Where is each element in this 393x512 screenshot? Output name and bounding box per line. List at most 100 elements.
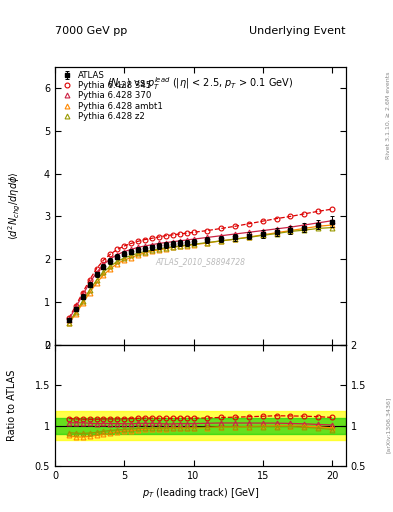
Pythia 6.428 370 bbox=[171, 239, 175, 245]
Pythia 6.428 ambt1 bbox=[233, 236, 237, 242]
Bar bbox=[55, 417, 346, 434]
Pythia 6.428 z2 bbox=[177, 243, 182, 249]
Pythia 6.428 z2 bbox=[163, 245, 168, 251]
Pythia 6.428 345 bbox=[171, 232, 175, 238]
Text: [arXiv:1306.3436]: [arXiv:1306.3436] bbox=[386, 397, 391, 453]
Line: Pythia 6.428 345: Pythia 6.428 345 bbox=[66, 207, 334, 321]
Pythia 6.428 z2 bbox=[108, 263, 113, 269]
Pythia 6.428 ambt1 bbox=[108, 266, 113, 272]
Pythia 6.428 z2 bbox=[101, 269, 106, 275]
Pythia 6.428 370 bbox=[122, 248, 127, 254]
X-axis label: $p_T$ (leading track) [GeV]: $p_T$ (leading track) [GeV] bbox=[142, 486, 259, 500]
Pythia 6.428 370 bbox=[330, 218, 334, 224]
Pythia 6.428 370 bbox=[87, 280, 92, 286]
Pythia 6.428 370 bbox=[205, 234, 210, 241]
Pythia 6.428 345 bbox=[184, 230, 189, 236]
Pythia 6.428 370 bbox=[177, 238, 182, 244]
Pythia 6.428 370 bbox=[316, 220, 321, 226]
Pythia 6.428 370 bbox=[94, 269, 99, 275]
Pythia 6.428 ambt1 bbox=[219, 238, 224, 244]
Line: Pythia 6.428 ambt1: Pythia 6.428 ambt1 bbox=[66, 223, 334, 326]
Pythia 6.428 ambt1 bbox=[115, 261, 120, 267]
Pythia 6.428 345 bbox=[136, 238, 140, 244]
Pythia 6.428 370 bbox=[73, 304, 78, 310]
Pythia 6.428 345 bbox=[274, 216, 279, 222]
Pythia 6.428 345 bbox=[163, 232, 168, 239]
Pythia 6.428 370 bbox=[233, 231, 237, 237]
Pythia 6.428 z2 bbox=[219, 238, 224, 244]
Pythia 6.428 ambt1 bbox=[246, 234, 251, 240]
Pythia 6.428 ambt1 bbox=[316, 223, 321, 229]
Pythia 6.428 ambt1 bbox=[288, 227, 293, 233]
Pythia 6.428 z2 bbox=[66, 319, 71, 326]
Pythia 6.428 345 bbox=[302, 211, 307, 217]
Pythia 6.428 z2 bbox=[330, 224, 334, 230]
Text: 7000 GeV pp: 7000 GeV pp bbox=[55, 26, 127, 36]
Line: Pythia 6.428 z2: Pythia 6.428 z2 bbox=[66, 225, 334, 325]
Pythia 6.428 345 bbox=[233, 223, 237, 229]
Pythia 6.428 z2 bbox=[129, 252, 134, 259]
Pythia 6.428 370 bbox=[219, 232, 224, 239]
Text: $\langle N_{ch}\rangle$ vs $p_T^{lead}$ ($|\eta|$ < 2.5, $p_T$ > 0.1 GeV): $\langle N_{ch}\rangle$ vs $p_T^{lead}$ … bbox=[107, 75, 294, 92]
Pythia 6.428 ambt1 bbox=[302, 225, 307, 231]
Pythia 6.428 ambt1 bbox=[73, 311, 78, 317]
Pythia 6.428 ambt1 bbox=[330, 222, 334, 228]
Pythia 6.428 370 bbox=[274, 226, 279, 232]
Pythia 6.428 ambt1 bbox=[150, 248, 154, 254]
Pythia 6.428 370 bbox=[80, 292, 85, 298]
Line: Pythia 6.428 370: Pythia 6.428 370 bbox=[66, 218, 334, 322]
Pythia 6.428 345 bbox=[261, 218, 265, 224]
Pythia 6.428 ambt1 bbox=[122, 257, 127, 263]
Pythia 6.428 345 bbox=[66, 315, 71, 322]
Pythia 6.428 z2 bbox=[316, 225, 321, 231]
Pythia 6.428 345 bbox=[316, 208, 321, 215]
Pythia 6.428 z2 bbox=[122, 255, 127, 261]
Pythia 6.428 ambt1 bbox=[101, 272, 106, 278]
Pythia 6.428 370 bbox=[129, 246, 134, 252]
Pythia 6.428 345 bbox=[94, 266, 99, 272]
Pythia 6.428 345 bbox=[122, 243, 127, 249]
Pythia 6.428 370 bbox=[163, 240, 168, 246]
Pythia 6.428 345 bbox=[219, 225, 224, 231]
Pythia 6.428 z2 bbox=[246, 234, 251, 241]
Pythia 6.428 370 bbox=[115, 251, 120, 258]
Pythia 6.428 370 bbox=[156, 240, 161, 246]
Pythia 6.428 z2 bbox=[171, 244, 175, 250]
Pythia 6.428 370 bbox=[191, 236, 196, 242]
Pythia 6.428 345 bbox=[191, 229, 196, 236]
Pythia 6.428 ambt1 bbox=[156, 247, 161, 253]
Text: Underlying Event: Underlying Event bbox=[249, 26, 346, 36]
Pythia 6.428 z2 bbox=[115, 259, 120, 265]
Pythia 6.428 370 bbox=[261, 227, 265, 233]
Pythia 6.428 ambt1 bbox=[129, 254, 134, 261]
Pythia 6.428 ambt1 bbox=[94, 280, 99, 286]
Pythia 6.428 ambt1 bbox=[177, 243, 182, 249]
Pythia 6.428 345 bbox=[156, 234, 161, 240]
Pythia 6.428 ambt1 bbox=[143, 250, 147, 256]
Pythia 6.428 370 bbox=[143, 243, 147, 249]
Pythia 6.428 ambt1 bbox=[66, 321, 71, 327]
Y-axis label: Ratio to ATLAS: Ratio to ATLAS bbox=[7, 370, 17, 441]
Pythia 6.428 z2 bbox=[87, 287, 92, 293]
Pythia 6.428 ambt1 bbox=[136, 252, 140, 258]
Pythia 6.428 370 bbox=[101, 261, 106, 267]
Pythia 6.428 z2 bbox=[302, 227, 307, 233]
Pythia 6.428 ambt1 bbox=[191, 242, 196, 248]
Pythia 6.428 ambt1 bbox=[171, 244, 175, 250]
Pythia 6.428 370 bbox=[184, 237, 189, 243]
Legend: ATLAS, Pythia 6.428 345, Pythia 6.428 370, Pythia 6.428 ambt1, Pythia 6.428 z2: ATLAS, Pythia 6.428 345, Pythia 6.428 37… bbox=[58, 69, 165, 123]
Pythia 6.428 ambt1 bbox=[274, 230, 279, 236]
Pythia 6.428 z2 bbox=[233, 236, 237, 242]
Pythia 6.428 ambt1 bbox=[163, 245, 168, 251]
Pythia 6.428 345 bbox=[205, 227, 210, 233]
Pythia 6.428 370 bbox=[136, 244, 140, 250]
Pythia 6.428 345 bbox=[246, 221, 251, 227]
Y-axis label: $\langle d^2 N_{chg}/d\eta d\phi \rangle$: $\langle d^2 N_{chg}/d\eta d\phi \rangle… bbox=[7, 172, 23, 240]
Pythia 6.428 370 bbox=[246, 229, 251, 236]
Pythia 6.428 370 bbox=[108, 256, 113, 262]
Pythia 6.428 z2 bbox=[94, 277, 99, 283]
Pythia 6.428 370 bbox=[288, 224, 293, 230]
Pythia 6.428 345 bbox=[129, 240, 134, 246]
Pythia 6.428 345 bbox=[330, 206, 334, 212]
Pythia 6.428 370 bbox=[302, 222, 307, 228]
